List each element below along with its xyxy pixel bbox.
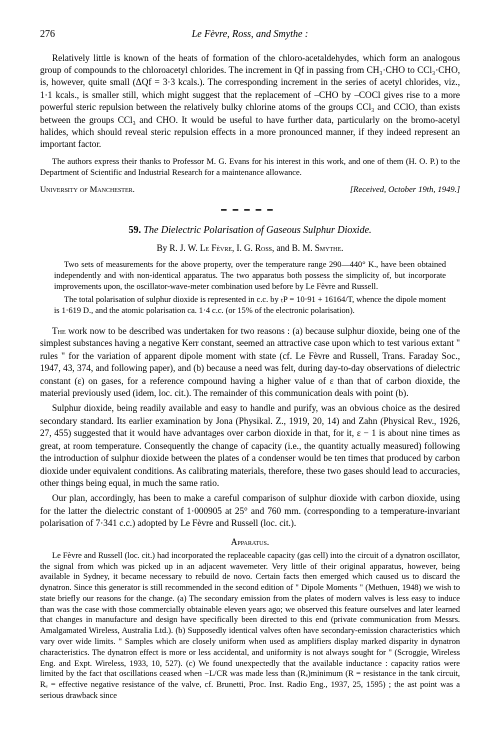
affiliation-block: University of Manchester. [Received, Oct… xyxy=(40,184,460,195)
body-paragraph-2: Sulphur dioxide, being readily available… xyxy=(40,402,460,489)
section-divider: ━━━━━ xyxy=(40,204,460,216)
apparatus-heading: Apparatus. xyxy=(40,536,460,548)
body-paragraph-1: The work now to be described was underta… xyxy=(40,325,460,400)
article-number: 59. xyxy=(128,225,141,236)
abstract-block: Two sets of measurements for the above p… xyxy=(54,260,446,317)
page-number: 276 xyxy=(40,28,55,42)
affiliation-left: University of Manchester. xyxy=(40,184,135,194)
body-paragraph-3: Our plan, accordingly, has been to make … xyxy=(40,492,460,529)
running-header: Le Fèvre, Ross, and Smythe : xyxy=(40,28,460,42)
abstract-paragraph-1: Two sets of measurements for the above p… xyxy=(54,260,446,292)
authors-names: R. J. W. Le Fèvre, I. G. Ross, xyxy=(169,243,276,253)
affiliation-right: [Received, October 19th, 1949.] xyxy=(350,184,460,195)
body-p1-leadword: The xyxy=(52,326,66,336)
thanks-paragraph: The authors express their thanks to Prof… xyxy=(40,157,460,179)
article-title-line: 59. The Dielectric Polarisation of Gaseo… xyxy=(40,224,460,238)
intro-paragraph-1: Relatively little is known of the heats … xyxy=(40,52,460,151)
article-title-text: The Dielectric Polarisation of Gaseous S… xyxy=(143,225,371,236)
authors-prefix: By xyxy=(157,243,170,253)
apparatus-paragraph-1: Le Fèvre and Russell (loc. cit.) had inc… xyxy=(40,551,460,702)
authors-line: By R. J. W. Le Fèvre, I. G. Ross, and B.… xyxy=(40,242,460,254)
body-p1-rest: work now to be described was undertaken … xyxy=(40,326,460,398)
authors-and: and xyxy=(277,243,292,253)
abstract-paragraph-2: The total polarisation of sulphur dioxid… xyxy=(54,295,446,317)
authors-last: B. M. Smythe. xyxy=(292,243,344,253)
